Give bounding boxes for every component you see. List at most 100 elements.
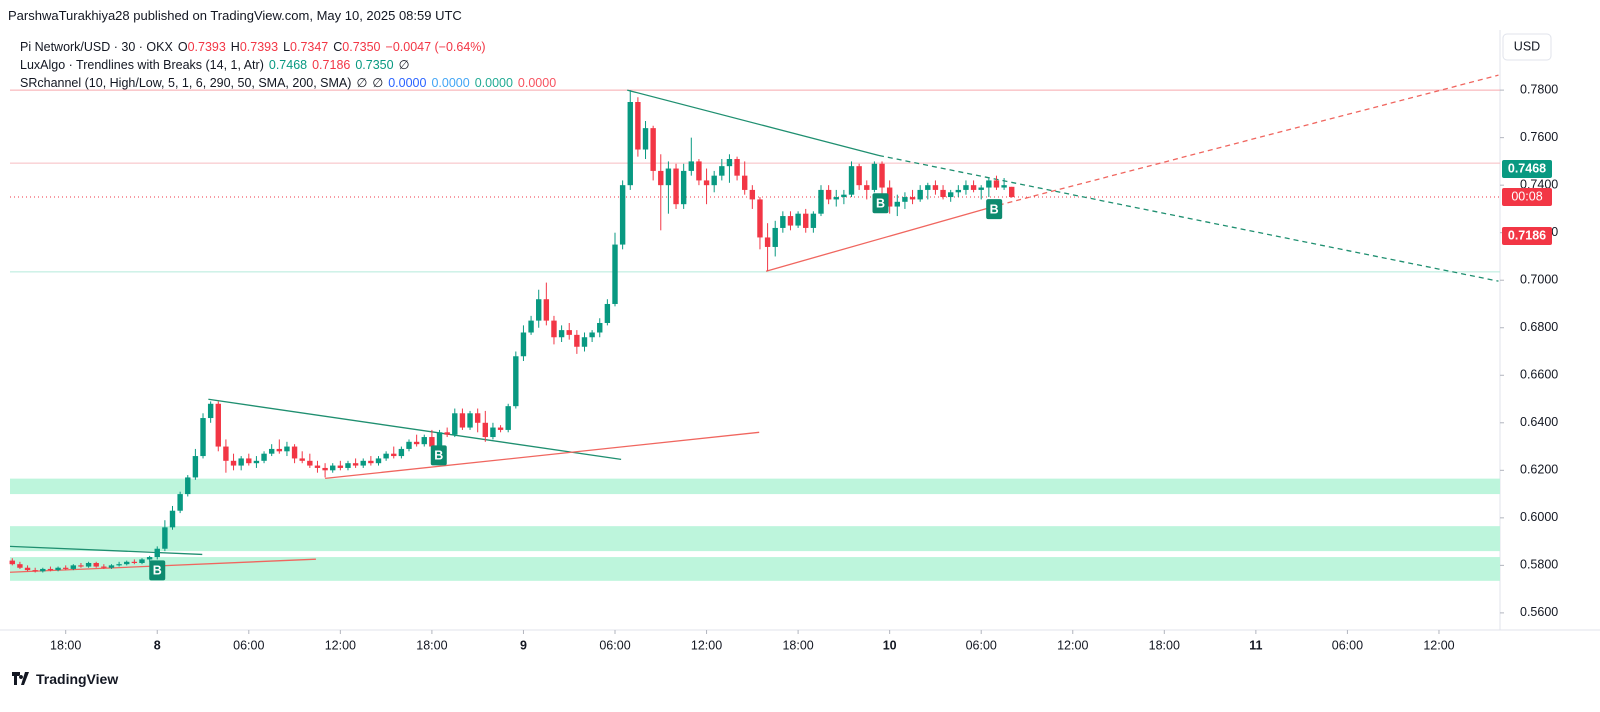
candle-body [543,299,550,321]
trendline [325,431,760,480]
trendline [9,545,203,556]
candle-body [474,413,481,423]
trendline [998,74,1499,206]
break-marker [872,193,889,214]
x-tick-label: 18:00 [1149,638,1180,652]
x-tick-label: 18:00 [50,638,81,652]
countdown-tag [1502,188,1552,207]
currency: USD [1514,39,1540,53]
candle-body [780,216,786,228]
price-tag-label: 0.7186 [1508,228,1546,242]
legend-text: 0.0000 [474,76,513,90]
candle-body [452,413,458,435]
legend-text: 0.7186 [312,58,351,72]
candle-body [558,330,565,338]
candle-body [993,180,1000,188]
candle-body [154,548,160,558]
candle-body [803,213,809,228]
candle-body [932,185,939,190]
candle-body [101,566,107,568]
candle-body [673,168,679,205]
x-tick-label: 8 [154,638,161,652]
candle-body [246,458,252,464]
candle-body [841,194,847,198]
candle-body [124,561,130,565]
candle-body [352,463,359,466]
candle-body [177,494,183,511]
candle-body [848,166,855,195]
brand: TradingView [36,671,119,687]
candle-body [795,213,801,226]
trendline [765,204,999,272]
candle-body [917,189,923,200]
candle-body [9,560,15,565]
candle-body [734,159,740,176]
brand-logo [12,672,29,685]
sr-zone [10,526,1500,552]
candle-body [108,565,115,568]
candle-body [604,303,611,323]
candle-body [688,161,694,171]
publisher-line: ParshwaTurakhiya28 published on TradingV… [8,8,462,23]
candle-body [32,570,38,572]
legend-text: 0.0000 [517,76,557,90]
candle-body [970,185,977,190]
x-tick-label: 12:00 [1423,638,1454,652]
sr-zone [10,557,1500,581]
candle-body [185,477,191,495]
legend: Pi Network/USD · 30 · OKX O0.7393 H0.7393 L… [20,38,556,92]
candle-body [703,180,710,186]
x-tick-label: 18:00 [782,638,813,652]
break-marker [430,445,447,466]
candle-body [856,166,862,186]
candle-body [253,460,260,464]
candle-body [238,458,244,466]
candle-body [268,448,275,454]
price-tag [1502,160,1552,179]
candle-body [909,197,916,200]
candle-body [307,460,313,466]
x-tick-label: 06:00 [599,638,630,652]
y-tick-label: 0.6200 [1520,463,1558,477]
legend-text: ∅ [356,76,368,90]
currency-box[interactable] [1502,33,1552,61]
candle-body [131,561,138,563]
candle-body [261,453,267,461]
candle-body [886,187,893,207]
candle-body [215,403,221,447]
candle-body [413,441,420,445]
legend-text: Pi Network/USD · 30 · OKX [20,40,173,54]
break-marker [986,199,1003,220]
candle-body [146,557,153,560]
candle-body [551,320,557,338]
candle-body [47,568,54,571]
candle-body [467,413,473,428]
candle-body [314,465,321,468]
candle-body [200,418,206,457]
candle-body [85,562,92,567]
legend-text: −0.0047 (−0.64%) [385,40,486,54]
sr-zone [10,478,1500,495]
candle-body [291,446,298,459]
trendline [627,89,880,157]
candle-body [116,564,122,566]
candle-body [665,168,672,186]
legend-text: L [283,40,291,54]
candle-body [322,467,328,471]
candle-body [490,427,496,438]
candle-body [62,567,69,569]
candle-body [581,337,588,347]
candle-body [650,128,656,171]
candle-body [169,510,176,528]
legend-text: H [230,40,240,54]
break-marker-label: B [153,564,162,578]
candle-body [757,199,763,238]
candle-body [482,422,489,438]
candle-body [947,192,954,198]
candle-body [818,189,824,214]
candle-body [459,413,466,428]
candle-body [772,227,778,247]
candle-body [223,446,229,461]
candle-body [276,448,283,452]
